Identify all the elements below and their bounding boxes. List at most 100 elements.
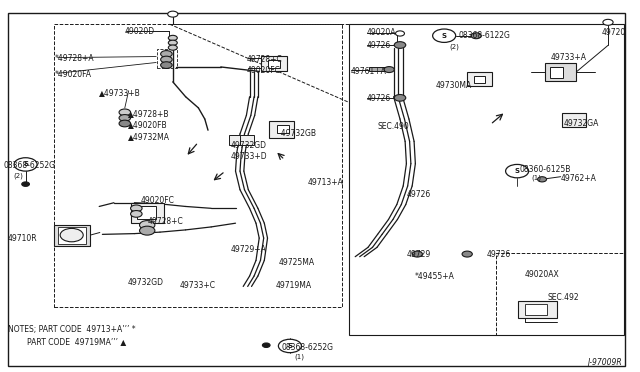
Circle shape [384, 67, 394, 73]
Circle shape [140, 226, 155, 235]
Text: (1): (1) [531, 174, 541, 181]
Bar [54, 225, 90, 246]
Circle shape [22, 182, 29, 186]
Text: 49726: 49726 [486, 250, 511, 259]
Circle shape [168, 45, 177, 50]
Circle shape [140, 221, 155, 230]
Circle shape [161, 51, 172, 57]
Bar [277, 125, 289, 133]
Text: 49733+D: 49733+D [230, 153, 267, 161]
Circle shape [119, 115, 131, 121]
Text: SEC.490: SEC.490 [378, 122, 410, 131]
Text: *49455+A: *49455+A [415, 272, 454, 280]
Circle shape [119, 109, 131, 116]
Text: 49732GD: 49732GD [230, 141, 266, 150]
Text: 49713+A: 49713+A [307, 178, 343, 187]
Text: S: S [287, 343, 292, 349]
Bar [518, 301, 557, 318]
Text: 49761+A: 49761+A [351, 67, 387, 76]
Bar [229, 135, 243, 145]
Text: S: S [23, 161, 28, 167]
Text: 49719MA: 49719MA [275, 281, 311, 290]
Bar [157, 49, 177, 68]
Bar [240, 135, 254, 145]
Text: ▲49728+B: ▲49728+B [128, 109, 170, 118]
Circle shape [462, 251, 472, 257]
Bar [269, 121, 294, 138]
Text: 49733+C: 49733+C [179, 281, 215, 290]
Bar [261, 56, 287, 71]
Circle shape [262, 343, 270, 347]
Circle shape [161, 62, 172, 68]
Bar [54, 24, 342, 307]
Bar [545, 63, 576, 81]
Bar [369, 67, 387, 71]
Bar [58, 227, 86, 244]
Text: 49020A: 49020A [367, 28, 396, 37]
Circle shape [603, 19, 613, 25]
Circle shape [131, 211, 142, 217]
Bar [474, 76, 485, 83]
Circle shape [60, 228, 83, 242]
Text: ▲49733+B: ▲49733+B [99, 88, 141, 97]
Bar [131, 203, 164, 223]
Text: S: S [442, 33, 447, 39]
Text: 49725MA: 49725MA [278, 258, 314, 267]
Bar [137, 206, 156, 219]
Text: 49726: 49726 [367, 94, 391, 103]
Text: 49720: 49720 [602, 28, 626, 37]
Text: 49710R: 49710R [8, 234, 37, 243]
Text: (2): (2) [13, 172, 23, 179]
Text: 49020AX: 49020AX [525, 270, 559, 279]
Circle shape [161, 56, 172, 63]
Text: PART CODE  49719MA’’’ ▲: PART CODE 49719MA’’’ ▲ [8, 337, 126, 346]
Bar [349, 24, 624, 335]
Text: 49726: 49726 [406, 190, 431, 199]
Circle shape [14, 158, 37, 171]
Circle shape [433, 29, 456, 42]
Text: 49762+A: 49762+A [561, 174, 596, 183]
Bar [268, 60, 280, 68]
Text: ▲49732MA: ▲49732MA [128, 132, 170, 141]
Text: 49020FC: 49020FC [141, 196, 175, 205]
Circle shape [278, 339, 301, 353]
Bar [562, 113, 586, 127]
Text: *49728+A: *49728+A [54, 54, 94, 63]
Circle shape [168, 40, 177, 45]
Text: J-97009R: J-97009R [588, 358, 622, 367]
Text: 49732GA: 49732GA [563, 119, 598, 128]
Text: 49728+C: 49728+C [246, 55, 282, 64]
Circle shape [131, 205, 142, 212]
Circle shape [394, 94, 406, 101]
Text: 49020FC: 49020FC [246, 66, 280, 75]
Text: 49728+C: 49728+C [147, 217, 183, 226]
Text: SEC.492: SEC.492 [547, 293, 579, 302]
Text: ▲49020FB: ▲49020FB [128, 120, 168, 129]
Circle shape [412, 251, 422, 257]
Text: S: S [515, 168, 520, 174]
Circle shape [168, 11, 178, 17]
Circle shape [119, 120, 131, 127]
Circle shape [471, 33, 481, 39]
Text: *49020FA: *49020FA [54, 70, 92, 79]
Text: (1): (1) [294, 353, 305, 360]
Text: 08368-6252G: 08368-6252G [3, 161, 55, 170]
Circle shape [396, 31, 404, 36]
Circle shape [168, 35, 177, 41]
Text: 49729: 49729 [406, 250, 431, 259]
Bar [467, 72, 492, 86]
Text: NOTES; PART CODE  49713+A’’’ *: NOTES; PART CODE 49713+A’’’ * [8, 325, 135, 334]
Text: 49726: 49726 [367, 41, 391, 50]
Text: 08368-6122G: 08368-6122G [459, 31, 511, 40]
Bar [496, 253, 624, 335]
Text: 49729+A: 49729+A [230, 246, 266, 254]
Text: 08368-6252G: 08368-6252G [282, 343, 333, 352]
Circle shape [394, 42, 406, 48]
Text: -49732GB: -49732GB [278, 129, 316, 138]
Text: 49733+A: 49733+A [550, 53, 586, 62]
Circle shape [538, 177, 547, 182]
Circle shape [506, 164, 529, 178]
Text: 49732GD: 49732GD [128, 278, 164, 287]
Text: 49730MA: 49730MA [435, 81, 472, 90]
Text: 08360-6125B: 08360-6125B [520, 165, 571, 174]
